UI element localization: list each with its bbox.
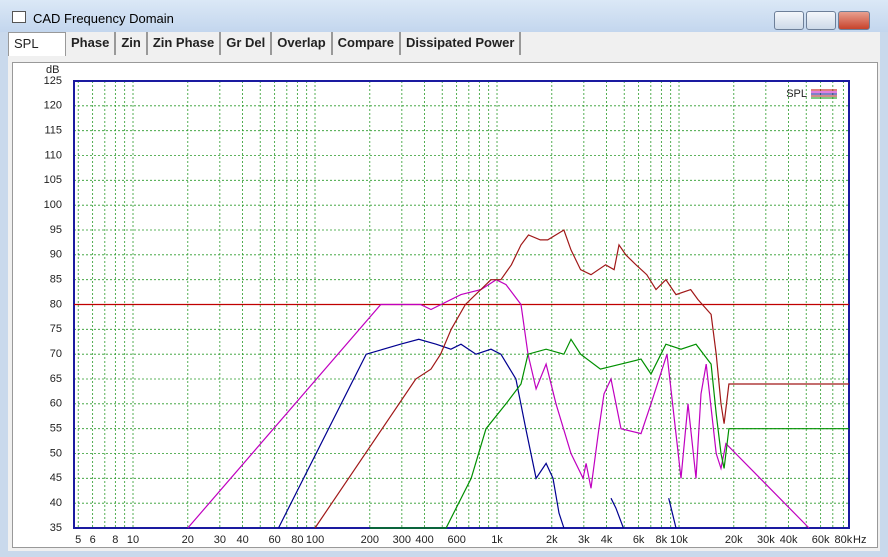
y-tick-label: 75 (50, 323, 62, 335)
x-tick-label: 80k (835, 534, 853, 546)
tab[interactable]: Dissipated Power (401, 32, 522, 55)
y-tick-label: 115 (44, 125, 62, 137)
y-axis-label: dB (46, 64, 59, 76)
tab[interactable]: Zin (116, 32, 148, 55)
maximize-button[interactable] (806, 11, 836, 30)
spl-curve (314, 229, 849, 529)
x-tick-label: 30 (214, 534, 226, 546)
y-tick-label: 50 (50, 447, 62, 459)
y-tick-label: 120 (44, 100, 62, 112)
x-tick-label: 6k (633, 534, 645, 546)
window-title: CAD Frequency Domain (33, 11, 174, 26)
y-tick-label: 65 (50, 373, 62, 385)
tab[interactable]: Phase (66, 32, 117, 55)
tab[interactable]: Compare (333, 32, 402, 55)
tab[interactable]: Overlap (272, 32, 333, 55)
x-unit-label: Hz (853, 534, 866, 546)
y-tick-label: 55 (50, 423, 62, 435)
x-tick-label: 200 (361, 534, 379, 546)
x-tick-label: 5 (75, 534, 81, 546)
y-tick-label: 105 (44, 174, 62, 186)
spl-curve (277, 338, 677, 529)
y-tick-label: 70 (50, 348, 62, 360)
x-tick-label: 400 (415, 534, 433, 546)
x-tick-label: 100 (306, 534, 324, 546)
x-tick-label: 30k (757, 534, 775, 546)
y-tick-label: 95 (50, 224, 62, 236)
x-tick-label: 10k (670, 534, 688, 546)
y-tick-label: 60 (50, 398, 62, 410)
x-tick-label: 3k (578, 534, 590, 546)
spl-curve (187, 279, 810, 529)
y-tick-label: 90 (50, 249, 62, 261)
x-tick-label: 2k (546, 534, 558, 546)
close-button[interactable] (838, 11, 870, 30)
x-tick-label: 40k (780, 534, 798, 546)
tab[interactable]: SPL (8, 32, 66, 56)
y-tick-label: 40 (50, 497, 62, 509)
tab[interactable]: Zin Phase (148, 32, 222, 55)
minimize-button[interactable] (774, 11, 804, 30)
x-tick-label: 8 (112, 534, 118, 546)
x-tick-label: 60k (812, 534, 830, 546)
x-tick-label: 1k (491, 534, 503, 546)
y-tick-label: 85 (50, 274, 62, 286)
x-tick-label: 10 (127, 534, 139, 546)
tab[interactable]: Gr Del (221, 32, 273, 55)
window-icon (12, 11, 26, 23)
y-tick-label: 45 (50, 472, 62, 484)
y-tick-label: 100 (44, 199, 62, 211)
x-tick-label: 40 (236, 534, 248, 546)
y-tick-label: 35 (50, 522, 62, 534)
spl-curve (369, 338, 849, 529)
x-tick-label: 20k (725, 534, 743, 546)
x-tick-label: 20 (182, 534, 194, 546)
y-tick-label: 125 (44, 75, 62, 87)
x-tick-label: 60 (269, 534, 281, 546)
x-tick-label: 300 (393, 534, 411, 546)
title-bar: CAD Frequency Domain (0, 0, 888, 32)
tab-strip: SPL Phase Zin Zin Phase Gr Del Overlap Compare… (8, 32, 522, 56)
chart: 3540455055606570758085909510010511011512… (12, 62, 878, 548)
x-tick-label: 4k (601, 534, 613, 546)
x-tick-label: 80 (291, 534, 303, 546)
y-tick-label: 110 (44, 149, 62, 161)
x-tick-label: 600 (447, 534, 465, 546)
x-tick-label: 8k (656, 534, 668, 546)
x-tick-label: 6 (90, 534, 96, 546)
legend-label: SPL (786, 88, 807, 100)
y-tick-label: 80 (50, 298, 62, 310)
